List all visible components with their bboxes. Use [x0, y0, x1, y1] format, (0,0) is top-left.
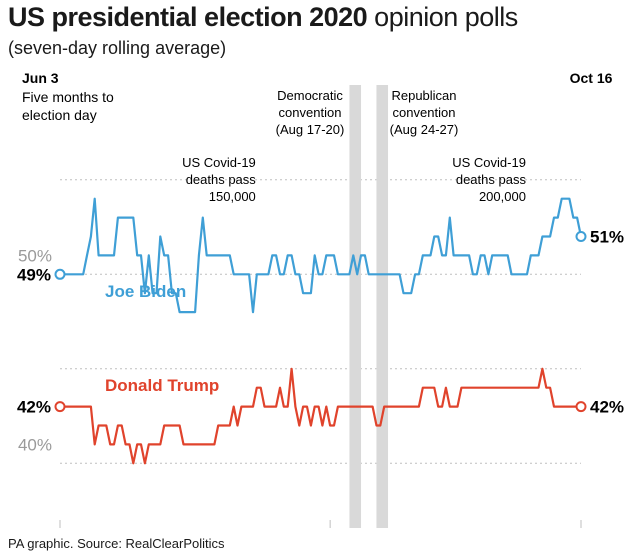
y-tick-label: 40% — [18, 435, 52, 454]
chart-title-bold: US presidential election 2020 — [8, 2, 368, 32]
chart-title: US presidential election 2020 opinion po… — [8, 2, 518, 33]
annotation-label: deaths pass — [456, 172, 527, 187]
annotation-label: US Covid-19 — [452, 155, 526, 170]
convention-band — [376, 85, 389, 528]
annotation-label: 200,000 — [479, 189, 526, 204]
series-name-label: Joe Biden — [105, 282, 186, 301]
start-note-label: election day — [22, 107, 97, 123]
convention-label: Democratic — [277, 88, 343, 103]
convention-label: convention — [279, 105, 342, 120]
series-end-label: 42% — [590, 398, 624, 417]
trump-line — [60, 367, 581, 465]
source-note: PA graphic. Source: RealClearPolitics — [8, 536, 225, 551]
trump-end-marker — [575, 401, 587, 413]
chart-title-rest: opinion polls — [374, 2, 518, 32]
chart-subtitle: (seven-day rolling average) — [8, 38, 227, 58]
biden-line — [60, 197, 583, 314]
start-note-label: Five months to — [22, 89, 114, 105]
end-date-label: Oct 16 — [570, 70, 613, 86]
biden-start-marker — [54, 268, 66, 280]
convention-label: (Aug 24-27) — [390, 122, 459, 137]
series-name-label: Donald Trump — [105, 376, 219, 395]
annotation-label: US Covid-19 — [182, 155, 256, 170]
convention-label: convention — [393, 105, 456, 120]
convention-label: (Aug 17-20) — [276, 122, 345, 137]
convention-band — [349, 85, 362, 528]
annotation-label: deaths pass — [186, 172, 257, 187]
y-tick-label: 50% — [18, 246, 52, 265]
start-date-label: Jun 3 — [22, 70, 59, 86]
biden-end-marker — [575, 231, 587, 242]
trump-start-marker — [54, 401, 66, 413]
series-end-label: 51% — [590, 228, 624, 247]
series-start-label: 42% — [17, 398, 51, 417]
annotation-label: 150,000 — [209, 189, 256, 204]
convention-label: Republican — [391, 88, 456, 103]
series-start-label: 49% — [17, 265, 51, 284]
